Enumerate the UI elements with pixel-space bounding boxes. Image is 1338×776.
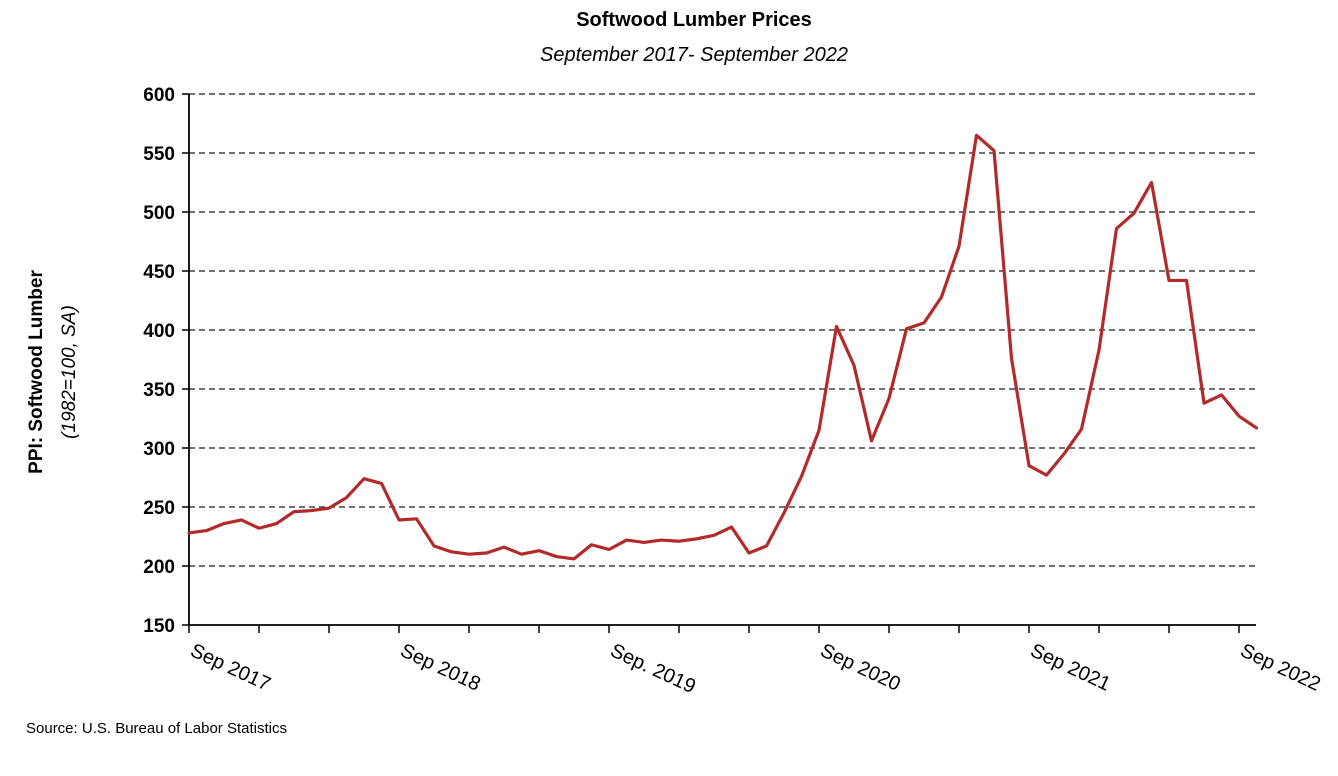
- y-tick-label-450: 450: [143, 262, 175, 283]
- source-note: Source: U.S. Bureau of Labor Statistics: [26, 720, 287, 737]
- y-tick-label-400: 400: [143, 321, 175, 342]
- series-line-softwood-lumber: [187, 133, 1259, 561]
- y-axis-title: PPI: Softwood Lumber (1982=100, SA): [26, 270, 80, 474]
- x-tick-label: Sep 2021: [1027, 640, 1114, 696]
- y-tick-label-600: 600: [143, 85, 175, 106]
- y-tick-label-550: 550: [143, 144, 175, 165]
- x-tick-label: Sep 2017: [187, 640, 274, 696]
- x-tick-label: Sep 2022: [1237, 640, 1324, 696]
- x-tick-label: Sep 2020: [817, 640, 904, 696]
- y-axis-sublabel: (1982=100, SA): [59, 305, 80, 439]
- x-tick-label: Sep 2018: [397, 640, 484, 696]
- x-tick-label: Sep. 2019: [607, 640, 699, 698]
- series-group: [187, 133, 1259, 561]
- axes: [188, 94, 1256, 626]
- y-tick-label-200: 200: [143, 557, 175, 578]
- y-tick-label-350: 350: [143, 380, 175, 401]
- y-tick-label-500: 500: [143, 203, 175, 224]
- y-axis-label: PPI: Softwood Lumber: [26, 270, 47, 474]
- gridlines: [189, 93, 1256, 567]
- y-tick-label-150: 150: [143, 616, 175, 637]
- y-axis-ticks: 150 200 250 300 350 400 450 500 550 600: [143, 85, 189, 637]
- y-tick-label-300: 300: [143, 439, 175, 460]
- chart-subtitle: September 2017- September 2022: [540, 44, 848, 66]
- chart-title: Softwood Lumber Prices: [576, 9, 812, 31]
- x-axis-ticks: Sep 2017 Sep 2018 Sep. 2019 Sep 2020 Sep 202…: [187, 625, 1324, 698]
- y-tick-label-250: 250: [143, 498, 175, 519]
